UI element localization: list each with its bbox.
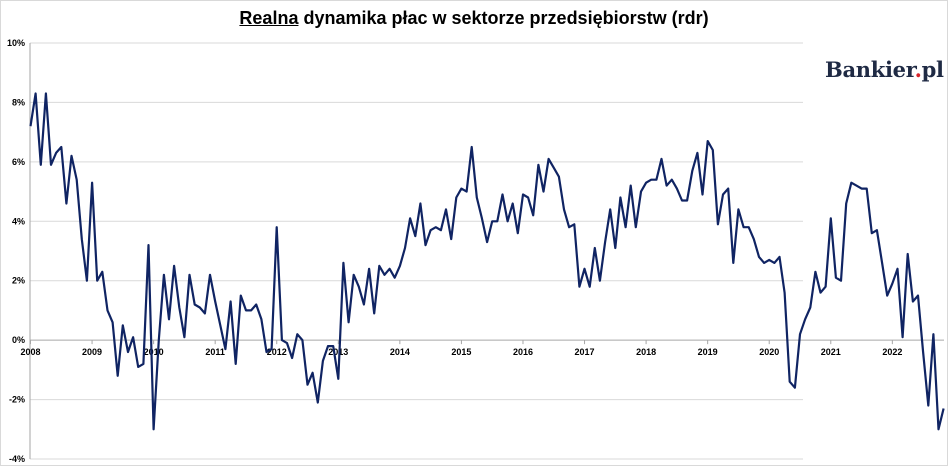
y-tick-label: 0% — [12, 335, 25, 345]
x-tick-label: 2014 — [390, 347, 410, 357]
x-tick-label: 2021 — [821, 347, 841, 357]
gridlines — [29, 42, 944, 460]
series-line-0 — [29, 92, 945, 431]
y-axis-ticks: 10% 8% 6% 4% 2% 0% -2% -4% — [7, 38, 25, 464]
x-tick-label: 2017 — [575, 347, 595, 357]
x-tick-label: 2012 — [267, 347, 287, 357]
x-tick-label: 2016 — [513, 347, 533, 357]
x-tick-label: 2011 — [205, 347, 225, 357]
y-tick-label: 4% — [12, 216, 25, 226]
y-tick-label: 2% — [12, 276, 25, 286]
x-tick-label: 2008 — [20, 347, 40, 357]
x-tick-label: 2015 — [451, 347, 471, 357]
y-tick-label: 6% — [12, 157, 25, 167]
x-tick-label: 2009 — [82, 347, 102, 357]
y-tick-label: -4% — [9, 454, 25, 464]
x-tick-label: 2019 — [698, 347, 718, 357]
x-tick-label: 2013 — [328, 347, 348, 357]
bankier-logo: Bankier.pl — [825, 57, 944, 82]
y-tick-label: 10% — [7, 38, 25, 48]
x-tick-label: 2010 — [144, 347, 164, 357]
y-tick-label: 8% — [12, 97, 25, 107]
chart-title-underlined: Realna — [239, 8, 299, 28]
y-tick-label: -2% — [9, 395, 25, 405]
x-axis-ticks: 2008 2009 2010 2011 2012 2013 2014 2015 2016 2017… — [20, 340, 902, 357]
chart-title: Realna dynamika płac w sektorze przedsię… — [0, 8, 948, 29]
x-tick-label: 2020 — [759, 347, 779, 357]
x-tick-label: 2022 — [882, 347, 902, 357]
series-group — [29, 92, 945, 431]
x-tick-label: 2018 — [636, 347, 656, 357]
chart-title-rest: dynamika płac w sektorze przedsiębiorstw… — [298, 8, 709, 28]
